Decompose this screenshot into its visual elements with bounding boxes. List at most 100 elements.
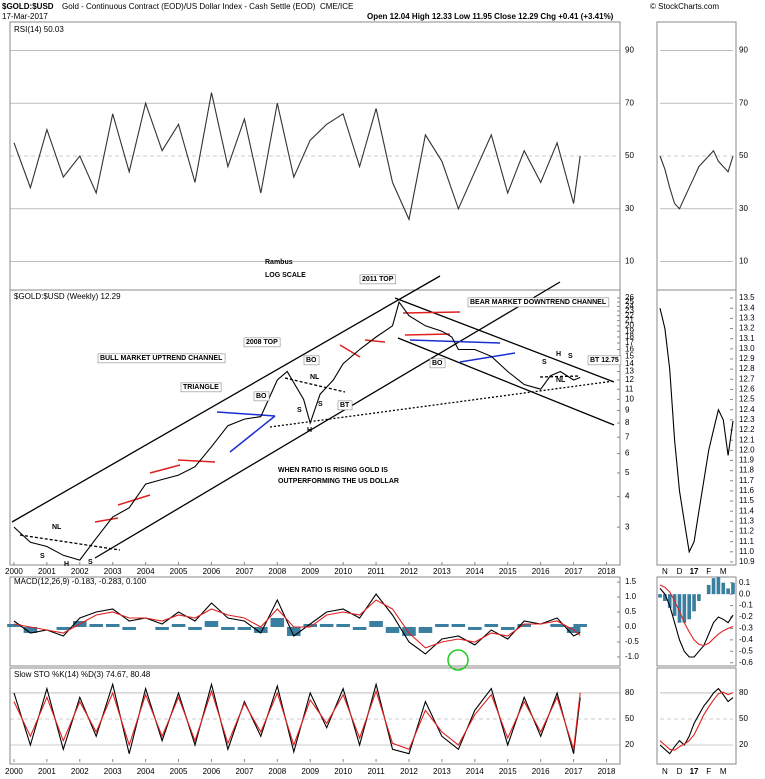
annotation: BULL MARKET UPTREND CHANNEL: [100, 355, 223, 362]
histogram-bar: [171, 623, 186, 627]
histogram-bar: [435, 623, 449, 627]
y-tick-label: 1.0: [625, 592, 637, 601]
quote: Open 12.04 High 12.33 Low 11.95 Close 12…: [367, 12, 614, 21]
x-tick-label: 2010: [334, 567, 352, 576]
credit: © StockCharts.com: [650, 2, 719, 11]
annotation: BEAR MARKET DOWNTREND CHANNEL: [470, 299, 607, 306]
y-tick-label: 11.5: [739, 496, 755, 505]
y-tick-label: 12.9: [739, 354, 755, 363]
histogram-bar: [731, 582, 735, 595]
y-tick-label: 12.7: [739, 374, 755, 383]
y-tick-label: 12: [625, 375, 634, 384]
y-tick-label: 21: [625, 316, 634, 325]
y-tick-label: 12.3: [739, 415, 755, 424]
annotation: NL: [52, 524, 62, 531]
x-tick-label: 2014: [466, 567, 484, 576]
y-tick-label: 20: [739, 740, 748, 749]
histogram-bar: [336, 623, 350, 627]
x-tick-label: 2018: [598, 567, 616, 576]
x-tick-label: 2016: [532, 767, 550, 776]
histogram-bar: [303, 623, 318, 627]
y-tick-label: 18: [625, 332, 634, 341]
y-tick-label: 13.1: [739, 334, 755, 343]
histogram-bar: [517, 623, 531, 627]
series-line: [659, 584, 734, 647]
histogram-bar: [221, 626, 235, 630]
annotation-box: [587, 355, 622, 366]
x-tick-label: 2002: [71, 767, 89, 776]
y-tick-label: -0.4: [739, 635, 753, 644]
annotation-box: [97, 353, 226, 364]
x-tick-label: 2017: [565, 767, 583, 776]
y-tick-label: 30: [625, 204, 634, 213]
y-tick-label: 3: [625, 522, 630, 531]
histogram-bar: [237, 626, 252, 630]
series-line: [13, 300, 581, 561]
y-tick-label: 80: [739, 688, 748, 697]
histogram-bar: [716, 577, 721, 595]
y-tick-label: 90: [625, 46, 634, 55]
y-tick-label: 0.0: [625, 622, 637, 631]
y-tick-label: 16: [625, 345, 634, 354]
x-tick-label: M: [720, 567, 727, 576]
annotation-box: [359, 274, 397, 285]
x-tick-label: 2002: [71, 567, 89, 576]
y-tick-label: 11.7: [739, 476, 755, 485]
y-tick-label: 20: [625, 740, 634, 749]
histogram-bar: [188, 626, 202, 630]
histogram-bar: [687, 594, 692, 620]
y-tick-label: 50: [625, 714, 634, 723]
x-tick-label: 2011: [367, 767, 385, 776]
histogram-bar: [56, 626, 71, 630]
annotation: 2011 TOP: [362, 276, 394, 283]
y-tick-label: 10.9: [739, 557, 755, 566]
annotation-box: [467, 297, 610, 308]
y-tick-label: 11.2: [739, 527, 755, 536]
annotation: OUTPERFORMING THE US DOLLAR: [278, 478, 399, 485]
date: 17-Mar-2017: [2, 12, 48, 21]
legend-text: RSI(14) 50.03: [14, 25, 64, 34]
histogram-bar: [711, 578, 716, 595]
x-tick-label: 17: [690, 567, 699, 576]
y-tick-label: 0.0: [739, 589, 751, 598]
y-tick-label: 11.0: [739, 547, 755, 556]
annotation: S: [318, 401, 323, 408]
histogram-bar: [663, 594, 667, 601]
x-tick-label: 2018: [598, 767, 616, 776]
exchange: CME/ICE: [320, 2, 353, 11]
y-tick-label: 13.5: [739, 293, 755, 302]
annotation: BT 12.75: [590, 357, 619, 364]
histogram-bar: [89, 623, 104, 627]
x-tick-label: 2017: [565, 567, 583, 576]
y-tick-label: 11.1: [739, 537, 755, 546]
histogram-bar: [7, 623, 21, 627]
flag-lines: [94, 311, 461, 523]
x-tick-label: 2009: [301, 767, 319, 776]
annotation-box: [253, 391, 270, 402]
y-tick-label: 14: [625, 359, 634, 368]
series-line: [659, 149, 734, 210]
y-tick-label: 70: [739, 98, 748, 107]
triangle-lines: [216, 339, 516, 453]
annotation: S: [542, 359, 547, 366]
annotation: NL: [556, 377, 566, 384]
x-tick-label: D: [677, 567, 683, 576]
y-tick-label: 70: [625, 98, 634, 107]
y-tick-label: 13.2: [739, 324, 755, 333]
annotation: TRIANGLE: [183, 384, 219, 391]
y-tick-label: 0.1: [739, 578, 751, 587]
annotation: LOG SCALE: [265, 272, 306, 279]
x-tick-label: 2001: [38, 567, 56, 576]
histogram-bar: [402, 626, 416, 636]
histogram-bar: [286, 626, 301, 636]
x-tick-label: 2013: [433, 767, 451, 776]
y-tick-label: -0.5: [625, 637, 639, 646]
x-tick-label: D: [677, 767, 683, 776]
histogram-bar: [500, 626, 515, 630]
y-tick-label: 50: [739, 714, 748, 723]
histogram-bar: [677, 594, 682, 623]
histogram-bar: [105, 623, 120, 627]
y-tick-label: 30: [739, 204, 748, 213]
